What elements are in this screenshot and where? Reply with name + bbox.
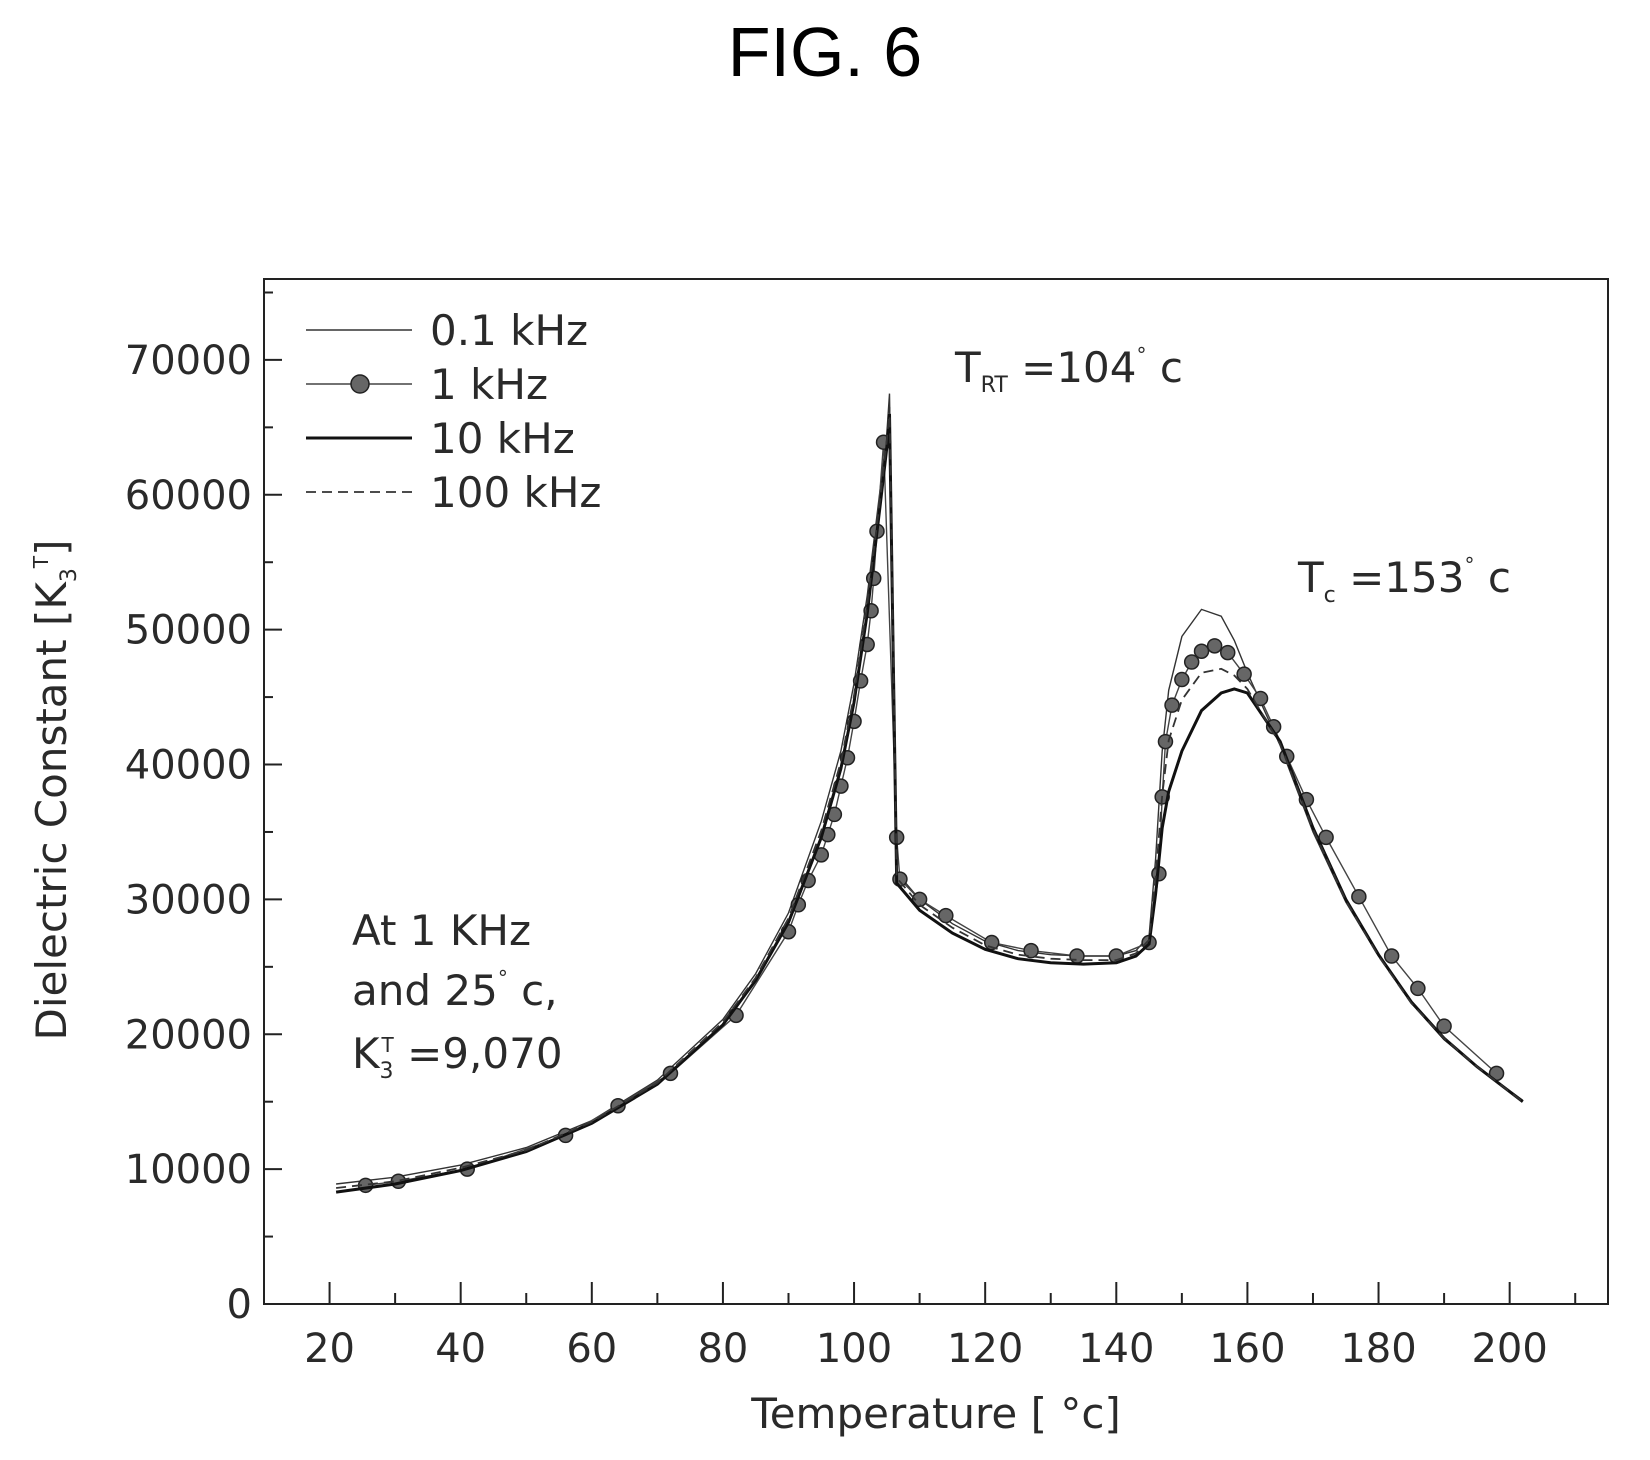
series-line-100-khz [335,407,1524,1189]
data-point [1069,948,1085,964]
y-axis-label-close: ] [27,540,76,556]
figure-title: FIG. 6 [727,13,923,91]
annotation-tc: Tc =153° c [1297,553,1511,608]
data-point [1436,1018,1452,1034]
x-tick-label: 160 [1209,1326,1285,1372]
legend-item-0-1-khz: 0.1 kHz [306,306,588,355]
data-point [1410,980,1426,997]
x-tick-label: 60 [566,1326,617,1372]
x-axis-label: Temperature [ °c] [750,1389,1121,1438]
data-point [1206,638,1223,654]
legend: 0.1 kHz 1 kHz 10 kHz 100 kHz [306,306,601,517]
series-100-khz [335,407,1524,1189]
annotation-trt: TRT =104° c [954,343,1183,398]
data-point [1164,697,1180,713]
y-axis-label-sub: 3 [57,568,82,582]
y-tick-label: 40000 [125,743,252,789]
y-tick-label: 50000 [125,608,252,654]
y-tick-label: 20000 [125,1012,252,1058]
data-point [865,570,882,587]
x-tick-label: 120 [947,1326,1023,1372]
data-point [1351,888,1367,905]
data-point [1383,948,1400,964]
data-point [1193,643,1210,659]
legend-item-1-khz: 1 kHz [306,360,548,409]
legend-label: 1 kHz [430,360,548,409]
y-axis-label-sup: T [29,555,53,569]
plot-frame [263,278,1609,1305]
data-point [1183,654,1200,670]
data-point [1023,942,1039,959]
y-axis-label: Dielectric Constant [K3T] [27,540,82,1041]
series-layer [335,393,1524,1194]
legend-label: 10 kHz [430,414,575,463]
axis-ticks [263,291,1577,1305]
x-tick-label: 40 [435,1326,486,1372]
data-point [1236,666,1252,682]
y-tick-label: 30000 [125,877,252,923]
data-point [938,907,954,924]
legend-item-10-khz: 10 kHz [306,414,575,463]
data-point [1174,671,1190,688]
data-point [911,891,928,908]
annotation-note-line3: K3T =9,070 [352,1029,563,1084]
y-axis-label-main: Dielectric Constant [K [27,581,76,1041]
y-tick-label: 60000 [125,473,252,519]
x-tick-label: 140 [1078,1326,1154,1372]
y-tick-label: 70000 [125,338,252,384]
annotation-note-line1: At 1 KHz [352,906,531,955]
x-tick-label: 200 [1471,1326,1547,1372]
y-tick-labels: 0 10000 20000 30000 40000 50000 60000 70000 [125,338,252,1328]
data-point [1219,644,1236,661]
legend-item-100-khz: 100 kHz [306,468,601,517]
x-tick-labels: 20 40 60 80 100 120 140 160 180 200 [304,1326,1548,1372]
x-tick-label: 20 [304,1326,355,1372]
series-1-khz [357,434,1505,1194]
legend-label: 0.1 kHz [430,306,588,355]
x-tick-label: 100 [816,1326,892,1372]
legend-label: 100 kHz [430,468,601,517]
y-tick-label: 0 [227,1282,252,1328]
x-tick-label: 180 [1340,1326,1416,1372]
legend-marker [350,374,370,394]
annotation-note-line2: and 25° c, [352,966,558,1015]
data-point [892,871,908,887]
data-point [1318,829,1334,846]
data-point [1252,690,1269,707]
x-tick-label: 80 [697,1326,748,1372]
y-tick-label: 10000 [125,1147,252,1193]
